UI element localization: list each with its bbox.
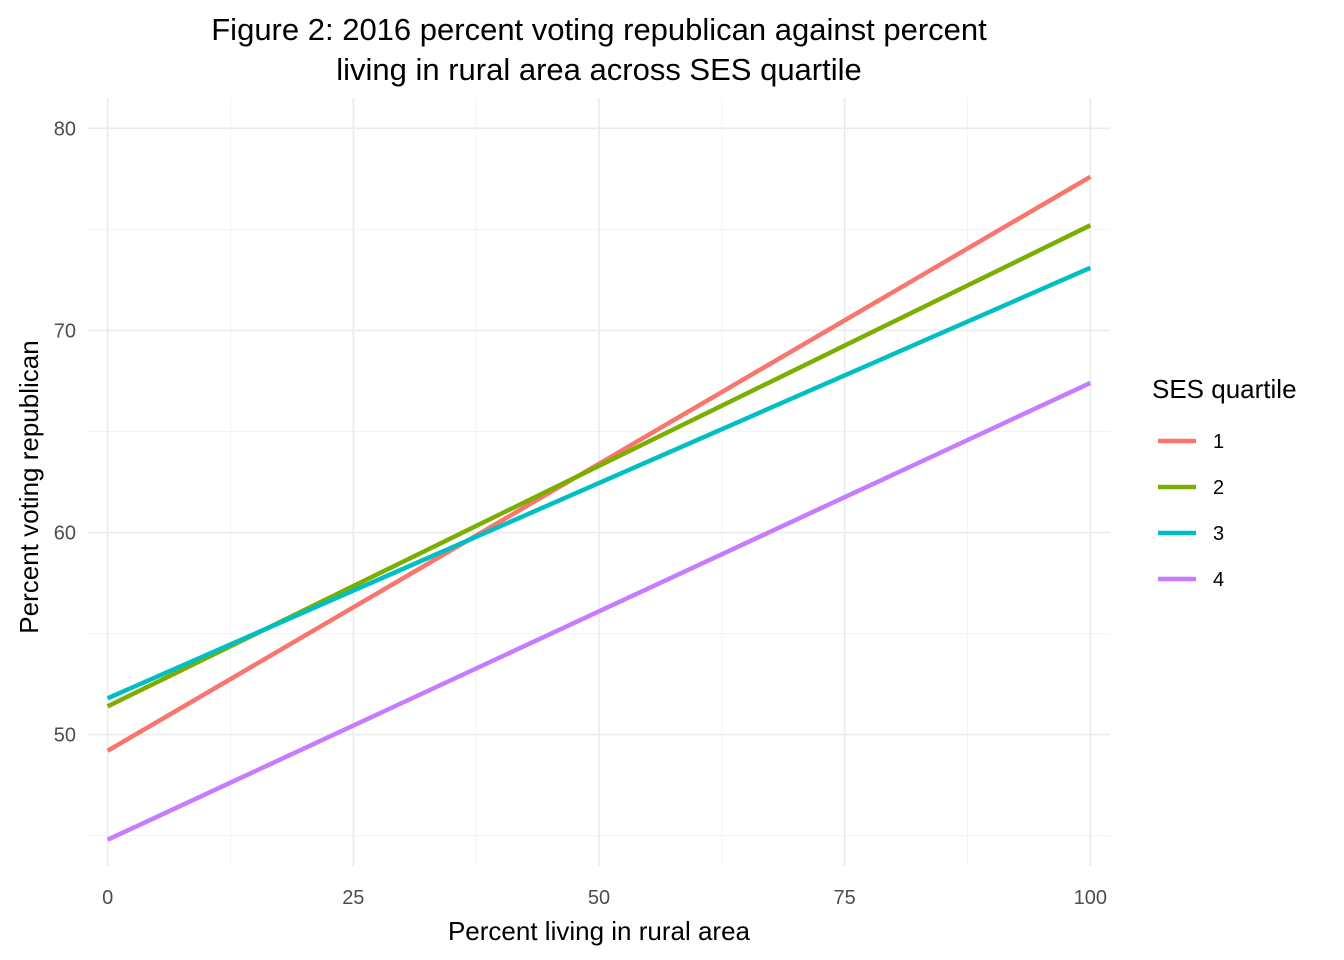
major-gridlines [88,98,1110,866]
x-tick-label: 50 [588,887,610,909]
series-line-4 [106,380,1092,842]
legend-items: 1 2 3 4 [1158,431,1224,591]
x-axis-title: Percent living in rural area [448,916,751,946]
y-axis-tick-labels: 50 60 70 80 [54,118,76,746]
chart-title-line-1: Figure 2: 2016 percent voting republican… [211,12,987,47]
x-tick-label: 25 [342,887,364,909]
y-tick-label: 80 [54,118,76,140]
x-axis-tick-labels: 0 25 50 75 100 [102,887,1107,909]
legend-label-3: 3 [1213,523,1224,545]
y-tick-label: 50 [54,725,76,747]
y-tick-label: 70 [54,320,76,342]
legend-title: SES quartile [1152,374,1297,404]
chart-title-line-2: living in rural area across SES quartile [336,52,862,87]
series-line-3 [106,265,1092,701]
y-axis-title: Percent voting republican [14,340,44,633]
x-tick-label: 75 [834,887,856,909]
x-tick-label: 0 [102,887,113,909]
legend-label-1: 1 [1213,431,1224,453]
legend: SES quartile 1 2 3 4 [1152,374,1297,591]
y-tick-label: 60 [54,523,76,545]
legend-label-4: 4 [1213,569,1224,591]
x-tick-label: 100 [1074,887,1107,909]
series-lines [106,174,1092,842]
legend-label-2: 2 [1213,477,1224,499]
